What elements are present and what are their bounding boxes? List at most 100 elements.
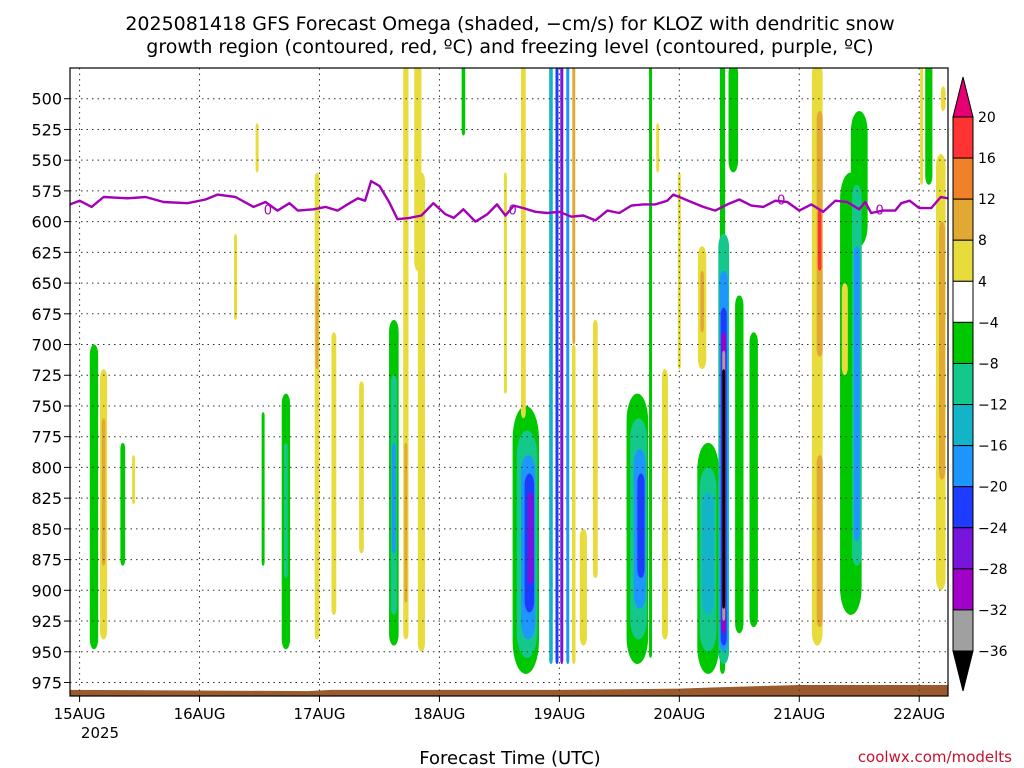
colorbar-label: −28 [978,562,1008,578]
y-tick-label: 750 [31,397,62,416]
y-tick-label: 925 [31,612,62,631]
y-tick-label: 900 [31,581,62,600]
omega-cell [661,369,668,640]
y-tick-label: 800 [31,458,62,477]
grid [70,68,948,696]
colorbar-label: 12 [978,192,996,208]
freezing-level-label: 0 [777,193,785,208]
omega-cell [549,68,553,665]
omega-cell [728,68,739,173]
colorbar-label: −8 [978,356,999,372]
omega-cell [925,68,933,185]
omega-cell [89,344,99,650]
omega-cell [120,442,126,566]
y-tick-label: 825 [31,489,62,508]
omega-cell [359,381,364,554]
y-tick-label: 950 [31,643,62,662]
colorbar-swatch [952,116,974,159]
omega-cell [735,295,744,634]
x-tick-label: 17AUG [294,705,346,723]
omega-cell [566,68,570,665]
colorbar-label: −16 [978,439,1008,455]
omega-cell [392,442,396,554]
omega-cell [841,283,848,376]
colorbar-swatch [952,527,974,570]
x-tick-label: 15AUG [54,705,106,723]
y-tick-label: 600 [31,213,62,232]
omega-cell [702,491,715,615]
x-tick-label: 16AUG [174,705,226,723]
credit-link[interactable]: coolwx.com/modelts [858,748,1012,766]
omega-cell [649,68,653,658]
omega-cell [527,491,534,585]
colorbar-swatch [952,609,974,652]
omega-cell [722,369,726,609]
omega-cell [579,528,587,646]
colorbar-label: 20 [978,110,996,126]
omega-cell [700,270,704,333]
y-tick-label: 675 [31,305,62,324]
omega-cell [560,68,564,665]
colorbar-label: −32 [978,603,1008,619]
freezing-level-line: 0 0 0 0 [70,179,948,223]
omega-cell [940,86,946,112]
y-tick-label: 575 [31,182,62,201]
colorbar-label: −4 [978,315,999,331]
colorbar-swatch [952,486,974,529]
colorbar-label: 16 [978,151,996,167]
omega-cell [315,283,319,370]
y-tick-label: 975 [31,673,62,692]
freezing-level-contour [70,179,948,223]
colorbar-swatch [952,239,974,282]
y-tick-label: 550 [31,151,62,170]
x-axis: 15AUG 16AUG 17AUG 18AUG 19AUG 20AUG 21AUG 22AUG [54,696,945,723]
y-tick-label: 850 [31,520,62,539]
colorbar-label: −20 [978,480,1008,496]
omega-cell [592,319,598,579]
ground-fill [70,684,948,696]
y-tick-label: 500 [31,90,62,109]
freezing-level-label: 0 [508,203,516,218]
omega-shading [89,68,946,674]
y-tick-label: 725 [31,366,62,385]
x-axis-title: Forecast Time (UTC) [419,748,600,768]
x-tick-label: 19AUG [533,705,585,723]
y-tick-label: 700 [31,336,62,355]
omega-cell [331,332,337,615]
omega-cell [637,473,645,579]
chart-title: 2025081418 GFS Forecast Omega (shaded, −… [125,13,894,35]
omega-cell [939,221,946,480]
omega-cell [749,332,758,628]
colorbar-swatch [952,362,974,406]
y-tick-label: 525 [31,120,62,139]
omega-cell [234,233,238,320]
colorbar-swatch [952,321,974,364]
freezing-level-label: 0 [264,203,272,218]
colorbar-legend: 20 16 12 8 4 −4 −8 −12 −16 −20 −24 −28 −32 −36 [952,76,1008,692]
omega-cell [816,455,823,628]
omega-cell [677,172,681,370]
omega-cell [284,442,288,579]
colorbar-swatch [952,280,974,323]
colorbar-swatch [952,445,974,488]
colorbar-label: −36 [978,644,1008,660]
colorbar-label: 8 [978,233,987,249]
omega-cell [571,344,576,665]
colorbar-label: −24 [978,521,1008,537]
chart-title-line2: growth region (contoured, red, ºC) and f… [146,36,873,58]
colorbar-swatch [952,568,974,611]
colorbar-bottom-arrow [952,650,974,692]
colorbar-label: −12 [978,398,1008,414]
omega-cell [817,209,822,271]
colorbar-swatch [952,198,974,241]
y-tick-label: 650 [31,274,62,293]
surface-ground [70,684,948,696]
omega-cell [656,123,660,173]
omega-cell [101,418,106,566]
omega-cell [920,68,924,185]
plot-frame [69,67,949,697]
omega-cell [853,246,860,542]
omega-cell [404,442,408,603]
y-tick-label: 875 [31,551,62,570]
omega-cell [520,68,526,419]
